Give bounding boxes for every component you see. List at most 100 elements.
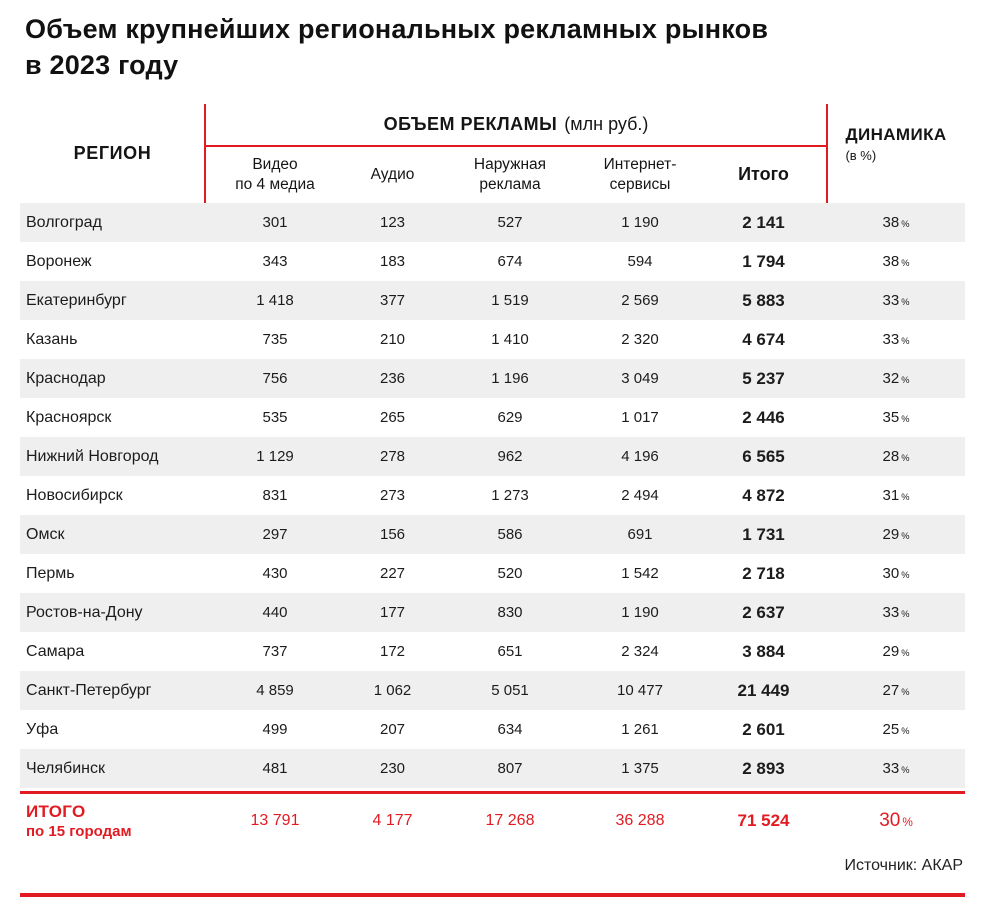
row-value: 594 — [627, 253, 653, 270]
row-value: 1 519 — [491, 292, 529, 309]
source-credit: Источник: АКАР — [844, 857, 963, 874]
region-name: Красноярск — [26, 408, 112, 426]
row-dynamics-value: 28 — [882, 448, 900, 465]
row-value: 1 418 — [256, 292, 294, 309]
row-value: 278 — [379, 448, 406, 465]
percent-sign: % — [901, 258, 910, 268]
percent-sign: % — [901, 765, 910, 775]
row-total-value: 2 601 — [742, 719, 785, 739]
row-value: 177 — [379, 604, 406, 621]
percent-sign: % — [901, 219, 910, 229]
row-value: 172 — [379, 643, 406, 660]
row-value: 481 — [262, 760, 288, 777]
total-internet-value: 36 288 — [615, 812, 665, 829]
percent-sign: % — [901, 453, 910, 463]
row-total-value: 2 446 — [742, 407, 785, 427]
percent-sign: % — [901, 570, 910, 580]
row-total-value: 1 731 — [742, 524, 785, 544]
row-value: 236 — [379, 370, 406, 387]
percent-sign: % — [901, 414, 910, 424]
row-value: 377 — [379, 292, 406, 309]
row-value: 430 — [262, 565, 288, 582]
row-dynamics-value: 33 — [882, 331, 900, 348]
region-name: Екатеринбург — [26, 291, 127, 309]
table-header: РЕГИОН ОБЪЕМ РЕКЛАМЫ (млн руб.) Видео по… — [20, 104, 965, 203]
region-name: Самара — [26, 642, 85, 660]
percent-sign: % — [901, 609, 910, 619]
row-dynamics: 33% — [827, 331, 965, 348]
region-name: Новосибирск — [26, 486, 123, 504]
row-dynamics-value: 38 — [882, 214, 900, 231]
row-value: 2 324 — [621, 643, 659, 660]
row-dynamics: 38% — [827, 214, 965, 231]
row-value: 830 — [497, 604, 523, 621]
header-group: ОБЪЕМ РЕКЛАМЫ (млн руб.) Видео по 4 меди… — [205, 104, 827, 203]
row-total-value: 5 883 — [742, 290, 785, 310]
total-outdoor-value: 17 268 — [485, 812, 535, 829]
row-dynamics-value: 33 — [882, 604, 900, 621]
region-name: Казань — [26, 330, 78, 348]
table-row: Самара 737 172 651 2 324 3 884 29% — [20, 632, 965, 671]
row-dynamics-value: 31 — [882, 487, 900, 504]
row-total-value: 4 872 — [742, 485, 785, 505]
row-value: 1 017 — [621, 409, 659, 426]
row-dynamics-value: 33 — [882, 760, 900, 777]
percent-sign: % — [901, 648, 910, 658]
row-value: 207 — [379, 721, 406, 738]
percent-sign: % — [901, 336, 910, 346]
row-value: 265 — [379, 409, 406, 426]
row-dynamics: 33% — [827, 760, 965, 777]
bottom-accent-line — [20, 893, 965, 897]
row-total-value: 2 718 — [742, 563, 785, 583]
total-dynamics: 30% — [827, 810, 965, 832]
row-value: 735 — [262, 331, 288, 348]
row-dynamics: 28% — [827, 448, 965, 465]
row-total-value: 21 449 — [737, 680, 790, 700]
row-value: 343 — [262, 253, 288, 270]
region-name: Санкт-Петербург — [26, 681, 152, 699]
region-name: Уфа — [26, 720, 59, 738]
region-name: Пермь — [26, 564, 75, 582]
row-value: 674 — [497, 253, 523, 270]
row-value: 629 — [497, 409, 523, 426]
row-value: 4 859 — [256, 682, 294, 699]
row-value: 634 — [497, 721, 523, 738]
region-name: Омск — [26, 525, 65, 543]
total-label-main: ИТОГО — [26, 802, 86, 821]
percent-sign: % — [901, 531, 910, 541]
header-col-internet: Интернет- сервисы — [603, 155, 677, 193]
total-audio-value: 4 177 — [372, 812, 413, 829]
percent-sign: % — [901, 297, 910, 307]
table-row: Екатеринбург 1 418 377 1 519 2 569 5 883 33% — [20, 281, 965, 320]
row-dynamics: 35% — [827, 409, 965, 426]
row-value: 1 375 — [621, 760, 659, 777]
percent-sign: % — [901, 375, 910, 385]
row-value: 756 — [262, 370, 288, 387]
region-name: Воронеж — [26, 252, 92, 270]
row-value: 1 410 — [491, 331, 529, 348]
row-value: 499 — [262, 721, 288, 738]
row-dynamics: 31% — [827, 487, 965, 504]
row-value: 586 — [497, 526, 523, 543]
row-value: 230 — [379, 760, 406, 777]
total-label-sub: по 15 городам — [26, 823, 132, 840]
row-value: 1 542 — [621, 565, 659, 582]
row-total-value: 2 637 — [742, 602, 785, 622]
header-col-audio: Аудио — [370, 165, 415, 183]
row-total-value: 2 893 — [742, 758, 785, 778]
row-value: 1 190 — [621, 214, 659, 231]
row-value: 651 — [497, 643, 523, 660]
percent-sign: % — [902, 816, 913, 829]
dynamics-unit: (в %) — [845, 148, 877, 163]
row-value: 1 273 — [491, 487, 529, 504]
row-value: 737 — [262, 643, 288, 660]
row-total-value: 2 141 — [742, 212, 785, 232]
table-row: Красноярск 535 265 629 1 017 2 446 35% — [20, 398, 965, 437]
page-title: Объем крупнейших региональных рекламных … — [25, 14, 769, 80]
row-dynamics: 33% — [827, 604, 965, 621]
row-dynamics-value: 38 — [882, 253, 900, 270]
row-value: 962 — [497, 448, 523, 465]
total-dynamics-value: 30 — [879, 810, 901, 831]
header-col-total: Итого — [738, 164, 789, 185]
row-dynamics: 25% — [827, 721, 965, 738]
